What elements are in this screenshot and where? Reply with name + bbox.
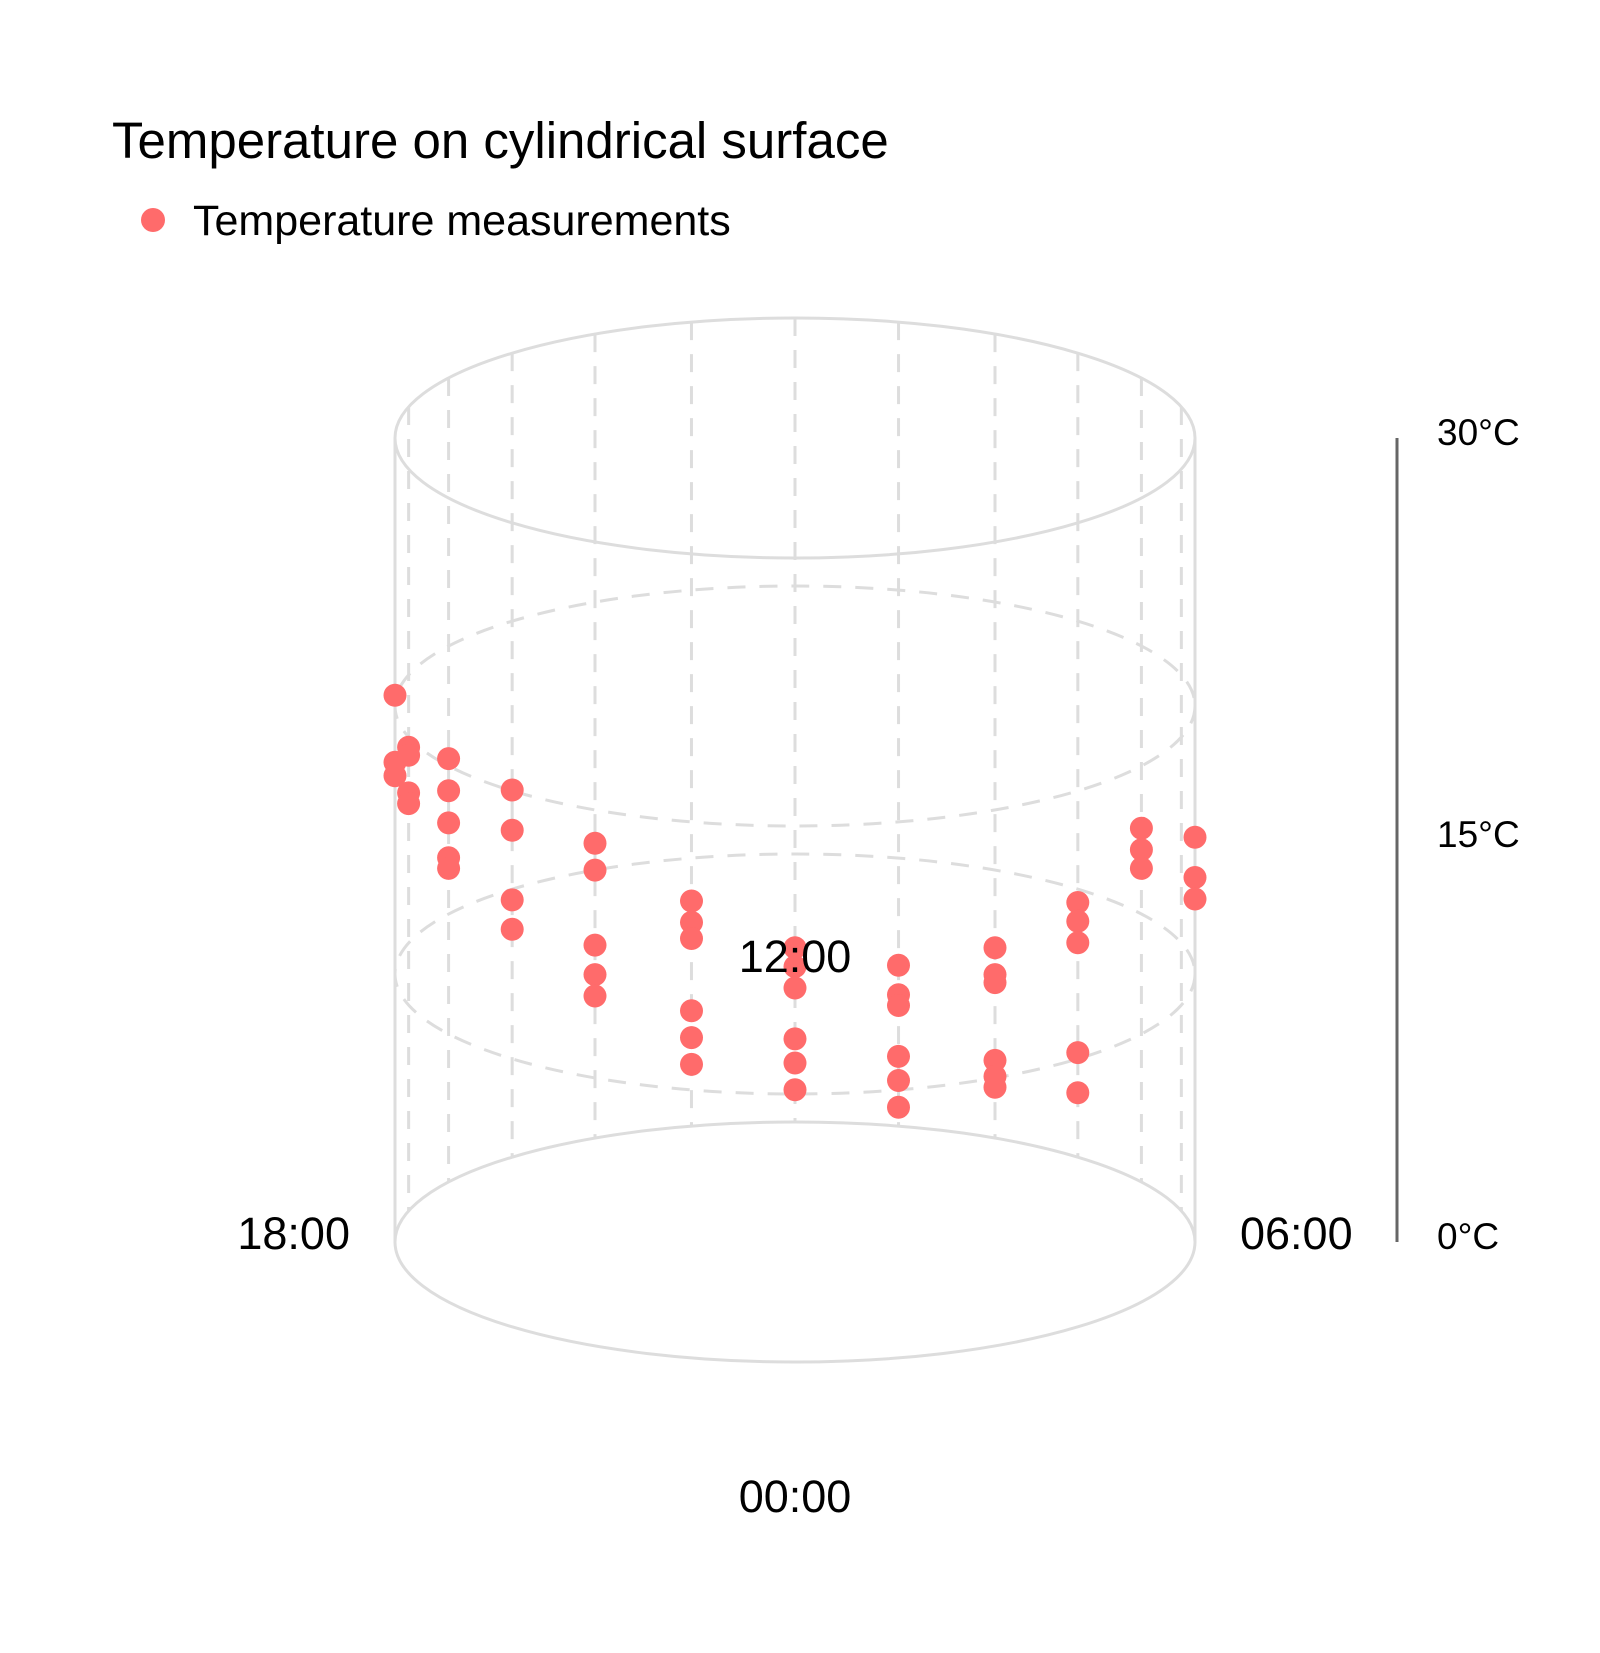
data-point: [1066, 891, 1090, 914]
data-point: [680, 927, 703, 950]
data-point: [383, 683, 407, 707]
data-point: [783, 936, 807, 960]
data-points: [383, 683, 1207, 1119]
data-point: [1183, 887, 1207, 911]
hour-tick-label: 18:00: [237, 1208, 350, 1259]
data-point: [583, 858, 607, 882]
data-point: [397, 743, 421, 767]
data-point: [437, 747, 461, 771]
legend: Temperature measurements: [141, 197, 731, 245]
data-point: [680, 910, 703, 934]
data-point: [437, 779, 461, 803]
data-point: [983, 936, 1007, 960]
data-point: [437, 856, 461, 880]
data-point: [887, 1095, 910, 1119]
data-point: [680, 999, 703, 1023]
data-point: [500, 888, 524, 912]
data-point: [1066, 1041, 1090, 1065]
data-point: [397, 792, 421, 816]
data-point: [500, 917, 524, 941]
hour-labels: 00:00 06:00 12:00 18:00: [237, 931, 1352, 1522]
chart-title: Temperature on cylindrical surface: [112, 112, 889, 169]
data-point: [1129, 856, 1153, 880]
data-point: [1066, 1081, 1090, 1105]
hour-tick-label: 00:00: [739, 1471, 852, 1522]
data-point: [680, 1026, 703, 1050]
temperature-tick-label: 30°C: [1437, 412, 1520, 453]
data-point: [1183, 825, 1207, 849]
data-point: [783, 1078, 807, 1102]
hour-tick-label: 06:00: [1240, 1208, 1353, 1259]
data-point: [583, 963, 607, 987]
data-point: [500, 778, 524, 802]
data-point: [887, 1044, 910, 1068]
data-point: [1183, 866, 1207, 889]
cylinder-bottom-ellipse: [393, 1120, 1197, 1364]
cylinder-outline: [393, 316, 1197, 1364]
data-point: [583, 984, 607, 1008]
legend-marker: [141, 208, 165, 232]
temperature-tick-label: 0°C: [1437, 1216, 1499, 1257]
data-point: [383, 764, 407, 788]
data-point: [1066, 909, 1090, 933]
data-point: [583, 933, 607, 957]
data-point: [887, 994, 910, 1017]
temperature-axis: 0°C 15°C 30°C: [1395, 412, 1520, 1257]
data-point: [1129, 816, 1153, 840]
data-point: [680, 889, 703, 913]
temperature-tick-label: 15°C: [1437, 814, 1520, 855]
data-point: [1066, 931, 1090, 955]
data-point: [783, 1027, 807, 1051]
data-point: [680, 1052, 703, 1076]
data-point: [437, 811, 461, 835]
data-point: [783, 1051, 807, 1075]
data-point: [983, 1048, 1007, 1072]
data-point: [983, 1075, 1007, 1099]
data-point: [1129, 838, 1153, 862]
legend-label: Temperature measurements: [193, 197, 731, 245]
data-point: [983, 971, 1007, 995]
data-point: [500, 818, 524, 842]
data-point: [783, 955, 807, 979]
data-point: [887, 953, 910, 977]
data-point: [887, 1069, 910, 1092]
data-point: [583, 831, 607, 855]
data-point: [783, 976, 807, 1000]
hour-tick-label: 12:00: [739, 931, 852, 982]
